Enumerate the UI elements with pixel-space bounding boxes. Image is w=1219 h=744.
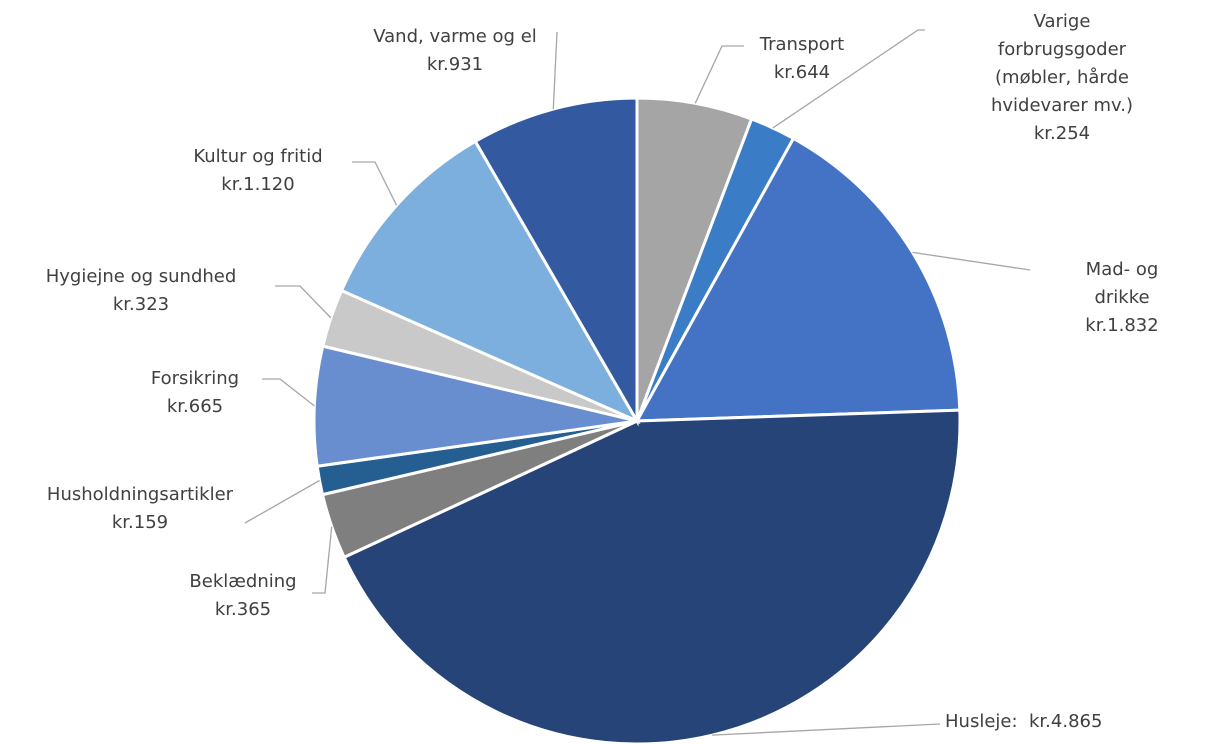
data-label: Hygiejne og sundhed kr.323 bbox=[46, 263, 237, 319]
category-label: Varige forbrugsgoder (møbler, hårde hvid… bbox=[991, 11, 1133, 116]
data-label: Husleje: kr.4.865 bbox=[945, 708, 1102, 736]
leader-line bbox=[694, 45, 744, 104]
data-label: Forsikring kr.665 bbox=[151, 365, 239, 421]
data-label: Beklædning kr.365 bbox=[189, 568, 296, 624]
pie-slice bbox=[312, 344, 638, 468]
data-label: Kultur og fritid kr.1.120 bbox=[193, 143, 322, 199]
category-label: Forsikring bbox=[150, 368, 240, 389]
category-label: Vand, varme og el bbox=[373, 26, 537, 47]
value-label: kr.159 bbox=[111, 512, 169, 533]
value-label: kr.365 bbox=[214, 599, 272, 620]
value-label: kr.323 bbox=[112, 294, 170, 315]
category-label: Transport bbox=[759, 34, 845, 55]
data-label: Transport kr.644 bbox=[760, 31, 844, 87]
value-label: kr.4.865 bbox=[1029, 711, 1103, 732]
leader-line bbox=[244, 479, 320, 524]
data-label: Vand, varme og el kr.931 bbox=[373, 23, 537, 79]
value-label: kr.254 bbox=[1033, 123, 1091, 144]
category-label: Husleje: bbox=[945, 711, 1018, 732]
category-label: Kultur og fritid bbox=[193, 146, 323, 167]
leader-line bbox=[352, 161, 398, 206]
pie-slice bbox=[634, 136, 962, 423]
value-label: kr.931 bbox=[426, 54, 484, 75]
data-label: Varige forbrugsgoder (møbler, hårde hvid… bbox=[984, 8, 1141, 148]
value-label: kr.644 bbox=[773, 62, 831, 83]
value-label: kr.1.832 bbox=[1085, 315, 1159, 336]
leader-line bbox=[772, 29, 925, 129]
value-label: kr.1.120 bbox=[221, 174, 295, 195]
leader-line bbox=[912, 251, 1031, 271]
leader-line bbox=[275, 285, 332, 319]
value-label: kr.665 bbox=[166, 396, 224, 417]
category-label: Mad- og drikke bbox=[1085, 259, 1159, 308]
category-label: Hygiejne og sundhed bbox=[45, 266, 237, 287]
leader-line bbox=[712, 723, 941, 736]
category-label: Beklædning bbox=[189, 571, 297, 592]
data-label: Husholdningsartikler kr.159 bbox=[47, 481, 233, 537]
category-label: Husholdningsartikler bbox=[46, 484, 234, 505]
leader-line bbox=[552, 31, 558, 110]
leader-line bbox=[312, 526, 333, 594]
data-label: Mad- og drikke kr.1.832 bbox=[1074, 256, 1171, 340]
leader-line bbox=[262, 378, 315, 407]
